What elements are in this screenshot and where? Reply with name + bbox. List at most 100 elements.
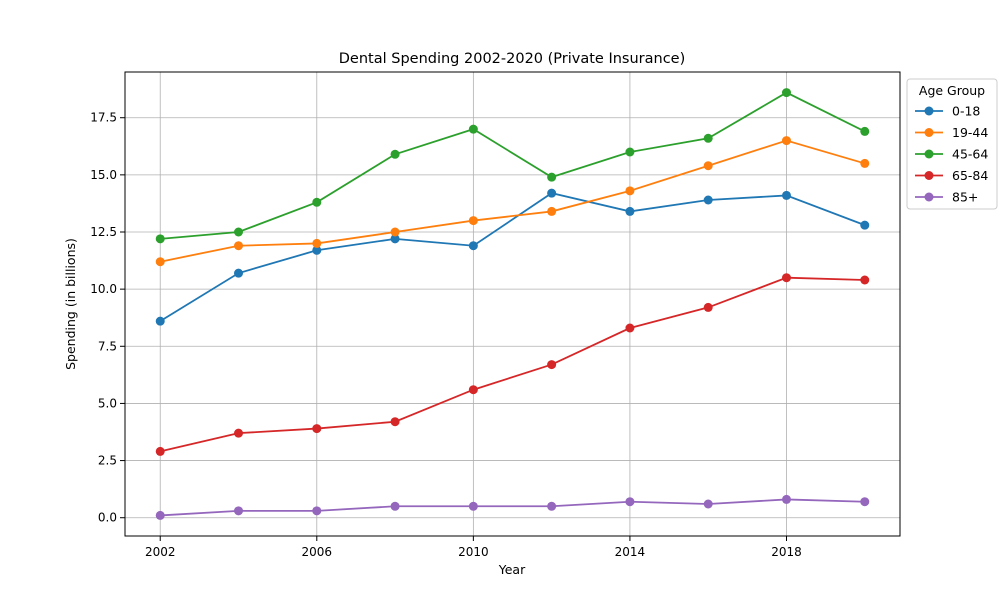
- data-point-65-84: [312, 424, 322, 434]
- data-point-65-84: [547, 360, 557, 370]
- data-point-85+: [155, 510, 165, 520]
- data-point-65-84: [468, 385, 478, 395]
- data-point-85+: [312, 506, 322, 516]
- x-tick-label: 2010: [458, 545, 489, 559]
- data-point-85+: [625, 497, 635, 507]
- data-point-19-44: [703, 161, 713, 171]
- data-point-65-84: [703, 302, 713, 312]
- legend-swatch-marker: [924, 149, 934, 159]
- data-point-19-44: [860, 158, 870, 168]
- y-axis-label: Spending (in billions): [63, 238, 78, 370]
- data-point-45-64: [781, 88, 791, 98]
- data-point-0-18: [155, 316, 165, 326]
- data-point-0-18: [390, 234, 400, 244]
- data-point-0-18: [625, 206, 635, 216]
- legend: Age Group 0-18 19-44 45-64 65-84 85+: [906, 78, 998, 210]
- y-tick-label: 17.5: [90, 111, 117, 125]
- data-point-65-84: [625, 323, 635, 333]
- series-65-84-group: [155, 273, 870, 456]
- series-line-85+: [160, 498, 865, 517]
- data-point-85+: [781, 494, 791, 504]
- series-line-65-84: [160, 276, 865, 453]
- data-point-0-18: [547, 188, 557, 198]
- data-point-19-44: [468, 216, 478, 226]
- data-point-85+: [390, 501, 400, 511]
- data-point-65-84: [390, 417, 400, 427]
- data-point-0-18: [781, 190, 791, 200]
- data-point-45-64: [234, 227, 244, 237]
- y-tick-label: 10.0: [90, 282, 117, 296]
- data-point-0-18: [703, 195, 713, 205]
- series-line-0-18: [159, 192, 866, 322]
- data-point-0-18: [468, 241, 478, 251]
- chart-title: Dental Spending 2002-2020 (Private Insur…: [339, 51, 686, 67]
- y-tick-label: 12.5: [90, 225, 117, 239]
- legend-items: 0-18 19-44 45-64 65-84 85+: [915, 104, 988, 205]
- series-85+-group: [155, 494, 870, 520]
- y-tick-label: 15.0: [90, 168, 117, 182]
- data-point-45-64: [703, 133, 713, 143]
- data-point-45-64: [547, 172, 557, 182]
- data-point-19-44: [155, 257, 165, 267]
- x-tick-label: 2018: [771, 545, 802, 559]
- data-point-0-18: [312, 245, 322, 255]
- x-axis-label: Year: [498, 562, 526, 577]
- legend-swatch-marker: [924, 171, 934, 180]
- x-axis-ticks: 2002 2006 2010 2014 2018: [145, 536, 802, 559]
- data-point-45-64: [312, 197, 322, 207]
- legend-swatch-marker: [924, 192, 934, 202]
- data-point-0-18: [860, 220, 870, 230]
- legend-item: 65-84: [915, 168, 988, 183]
- grid: [125, 72, 900, 536]
- y-tick-label: 7.5: [98, 339, 117, 353]
- data-point-19-44: [312, 238, 322, 248]
- legend-label: 19-44: [952, 125, 988, 140]
- data-point-85+: [860, 497, 870, 507]
- data-point-45-64: [625, 147, 635, 157]
- data-point-85+: [547, 501, 557, 511]
- series-45-64-group: [155, 88, 870, 244]
- y-tick-label: 0.0: [98, 511, 117, 525]
- data-point-19-44: [234, 241, 244, 251]
- legend-swatch-marker: [924, 128, 934, 137]
- y-axis-ticks: 0.0 2.5 5.0 7.5 10.0 12.5 15.0 17.5: [90, 111, 125, 525]
- data-point-45-64: [155, 234, 165, 244]
- data-point-85+: [703, 499, 713, 509]
- data-point-19-44: [781, 136, 791, 146]
- legend-item: 0-18: [915, 104, 980, 119]
- data-point-19-44: [390, 227, 400, 237]
- legend-item: 19-44: [915, 125, 988, 140]
- x-tick-label: 2014: [615, 545, 646, 559]
- x-tick-label: 2002: [145, 545, 176, 559]
- legend-label: 45-64: [952, 147, 988, 162]
- data-point-85+: [234, 506, 244, 516]
- series-line-45-64: [160, 91, 866, 240]
- data-point-65-84: [234, 428, 244, 438]
- y-tick-label: 5.0: [98, 396, 117, 410]
- legend-title: Age Group: [919, 83, 985, 98]
- series-lines: [155, 88, 870, 520]
- legend-item: 85+: [915, 190, 978, 205]
- data-point-65-84: [781, 273, 791, 283]
- data-point-45-64: [468, 124, 478, 134]
- series-line-19-44: [160, 139, 866, 263]
- series-19-44-group: [155, 136, 870, 267]
- data-point-19-44: [547, 206, 557, 216]
- data-point-65-84: [155, 446, 165, 456]
- data-point-45-64: [390, 149, 400, 159]
- data-point-85+: [468, 501, 478, 511]
- legend-swatch-marker: [924, 106, 934, 116]
- legend-label: 85+: [952, 190, 978, 205]
- data-point-45-64: [860, 126, 870, 136]
- legend-label: 65-84: [952, 168, 988, 183]
- legend-label: 0-18: [952, 104, 980, 119]
- data-point-0-18: [234, 268, 244, 278]
- y-tick-label: 2.5: [98, 454, 117, 468]
- legend-item: 45-64: [915, 147, 988, 162]
- data-point-65-84: [860, 275, 870, 285]
- data-point-19-44: [625, 186, 635, 196]
- series-0-18-group: [155, 188, 870, 326]
- x-tick-label: 2006: [302, 545, 333, 559]
